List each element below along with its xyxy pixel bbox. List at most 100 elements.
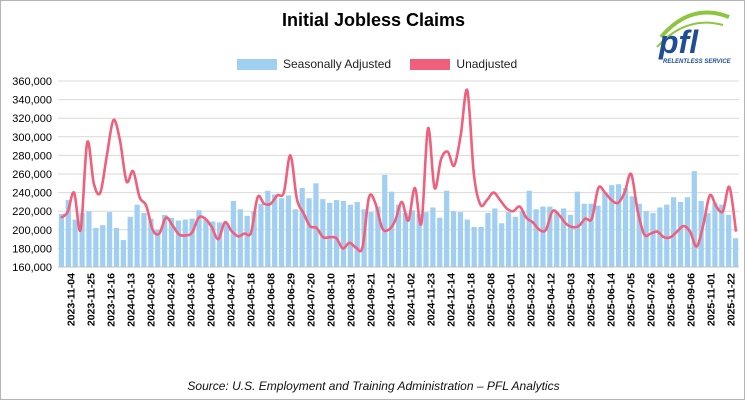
bar — [292, 209, 298, 267]
bar — [726, 214, 732, 267]
legend-swatch-line — [410, 58, 451, 70]
bar — [148, 218, 154, 267]
x-tick-label: 2024-01-13 — [126, 273, 138, 327]
bar — [368, 212, 374, 267]
x-tick-label: 2024-04-27 — [226, 273, 238, 327]
bar — [609, 185, 615, 267]
bar — [622, 187, 629, 267]
y-tick-label: 260,000 — [12, 169, 52, 181]
bar — [251, 211, 257, 267]
bar — [120, 240, 126, 267]
bar — [106, 212, 113, 267]
bar — [210, 221, 216, 267]
bar — [588, 203, 594, 267]
bar — [450, 211, 457, 267]
x-tick-label: 2025-07-26 — [646, 273, 658, 327]
bar — [554, 212, 560, 267]
x-tick-label: 2025-05-24 — [586, 273, 598, 327]
bar — [395, 204, 402, 267]
x-tick-label: 2024-05-18 — [246, 273, 258, 327]
x-tick-label: 2024-07-20 — [306, 273, 318, 327]
x-tick-label: 2025-11-22 — [726, 273, 738, 326]
bar — [217, 222, 223, 267]
x-tick-label: 2025-11-01 — [706, 273, 718, 326]
bar — [671, 197, 677, 267]
legend-label-unadjusted: Unadjusted — [456, 57, 518, 71]
bar — [65, 200, 71, 267]
svg-text:RELENTLESS SERVICE: RELENTLESS SERVICE — [663, 59, 732, 65]
bar — [691, 171, 697, 267]
x-tick-label: 2025-06-14 — [606, 273, 618, 327]
legend-swatch-bar — [237, 58, 277, 70]
bar — [327, 202, 333, 267]
bar — [265, 190, 271, 267]
x-tick-label: 2025-07-05 — [626, 273, 638, 327]
x-tick-label: 2024-02-24 — [166, 273, 178, 327]
bar — [375, 206, 381, 267]
bar — [677, 201, 684, 267]
chart-legend: Seasonally Adjusted Unadjusted — [237, 57, 533, 73]
x-tick-label: 2024-11-02 — [406, 273, 418, 326]
bar — [168, 217, 175, 267]
bar — [189, 218, 195, 267]
bar — [100, 225, 106, 267]
bar — [464, 219, 470, 267]
bar — [602, 192, 608, 267]
bar — [285, 195, 292, 267]
bar — [127, 216, 133, 267]
bar — [616, 184, 622, 267]
bar — [567, 214, 574, 267]
bar — [382, 174, 388, 267]
x-tick-label: 2024-04-06 — [206, 273, 218, 327]
bar — [347, 204, 353, 267]
bar — [333, 200, 340, 267]
y-tick-label: 300,000 — [12, 132, 52, 144]
bar — [684, 197, 691, 267]
bar — [657, 207, 663, 267]
bar — [574, 191, 580, 267]
bar — [244, 215, 250, 267]
x-tick-label: 2023-11-25 — [86, 273, 98, 326]
pfl-logo: pfl RELENTLESS SERVICE — [656, 10, 732, 65]
bar — [533, 209, 539, 267]
bar — [636, 203, 642, 267]
bar — [141, 213, 147, 267]
bar — [278, 198, 285, 267]
bar — [560, 208, 567, 267]
x-tick-label: 2025-05-03 — [566, 273, 578, 327]
bar — [437, 217, 443, 267]
bar — [705, 213, 711, 267]
bar — [223, 223, 230, 267]
bar — [340, 200, 347, 267]
y-tick-label: 340,000 — [12, 95, 52, 107]
series-line-unadjusted — [60, 88, 738, 253]
bar — [182, 219, 188, 267]
bar — [430, 207, 436, 267]
bar — [113, 227, 120, 267]
x-tick-label: 2024-12-14 — [446, 273, 458, 327]
bar — [416, 213, 422, 267]
bar — [72, 219, 78, 267]
bar — [526, 190, 532, 267]
bar — [540, 206, 546, 267]
bar — [712, 202, 718, 267]
x-tick-label: 2025-03-22 — [526, 273, 538, 327]
y-tick-label: 220,000 — [12, 206, 52, 218]
x-tick-label: 2024-03-16 — [186, 273, 198, 327]
x-tick-label: 2024-06-29 — [286, 273, 298, 327]
bar — [354, 201, 360, 267]
bar — [512, 216, 519, 267]
bar — [389, 191, 395, 267]
bar — [402, 213, 408, 267]
bar — [471, 227, 477, 267]
bar — [664, 204, 670, 267]
y-tick-label: 240,000 — [12, 188, 52, 200]
bar — [643, 211, 649, 267]
x-tick-label: 2024-08-10 — [326, 273, 338, 327]
svg-text:pfl: pfl — [658, 24, 699, 60]
bar — [79, 213, 85, 267]
bar — [732, 238, 739, 267]
bar — [237, 209, 243, 267]
x-tick-label: 2024-08-31 — [346, 273, 358, 327]
